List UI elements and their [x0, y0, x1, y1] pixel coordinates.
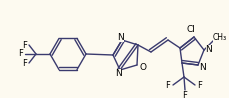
Text: O: O	[139, 63, 146, 72]
Text: Cl: Cl	[186, 24, 195, 34]
Text: F: F	[182, 90, 187, 98]
Text: N: N	[205, 44, 211, 54]
Text: F: F	[22, 59, 27, 68]
Text: CH₃: CH₃	[212, 34, 226, 43]
Text: F: F	[197, 82, 202, 90]
Text: F: F	[19, 49, 23, 59]
Text: N: N	[117, 33, 124, 41]
Text: F: F	[22, 40, 27, 49]
Text: F: F	[165, 82, 170, 90]
Text: N: N	[199, 63, 205, 72]
Text: N: N	[115, 69, 122, 78]
